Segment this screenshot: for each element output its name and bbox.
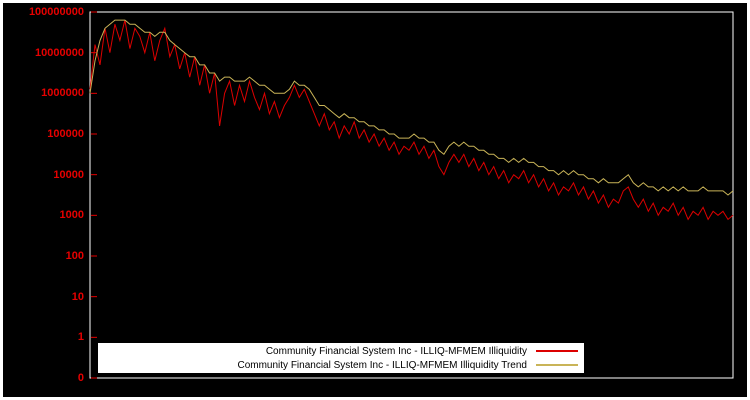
series-line-trend	[89, 19, 734, 196]
series-line-illiquidity	[89, 19, 734, 221]
legend-label: Community Financial System Inc - ILLIQ-M…	[237, 359, 527, 371]
legend-item-illiquidity: Community Financial System Inc - ILLIQ-M…	[98, 344, 584, 358]
legend-item-trend: Community Financial System Inc - ILLIQ-M…	[98, 358, 584, 372]
legend: Community Financial System Inc - ILLIQ-M…	[98, 343, 584, 373]
legend-label: Community Financial System Inc - ILLIQ-M…	[265, 345, 527, 357]
legend-sample-line-red	[536, 350, 578, 352]
legend-sample-line-yellow	[536, 364, 578, 366]
chart-background	[3, 3, 747, 397]
plot-border	[89, 11, 734, 379]
